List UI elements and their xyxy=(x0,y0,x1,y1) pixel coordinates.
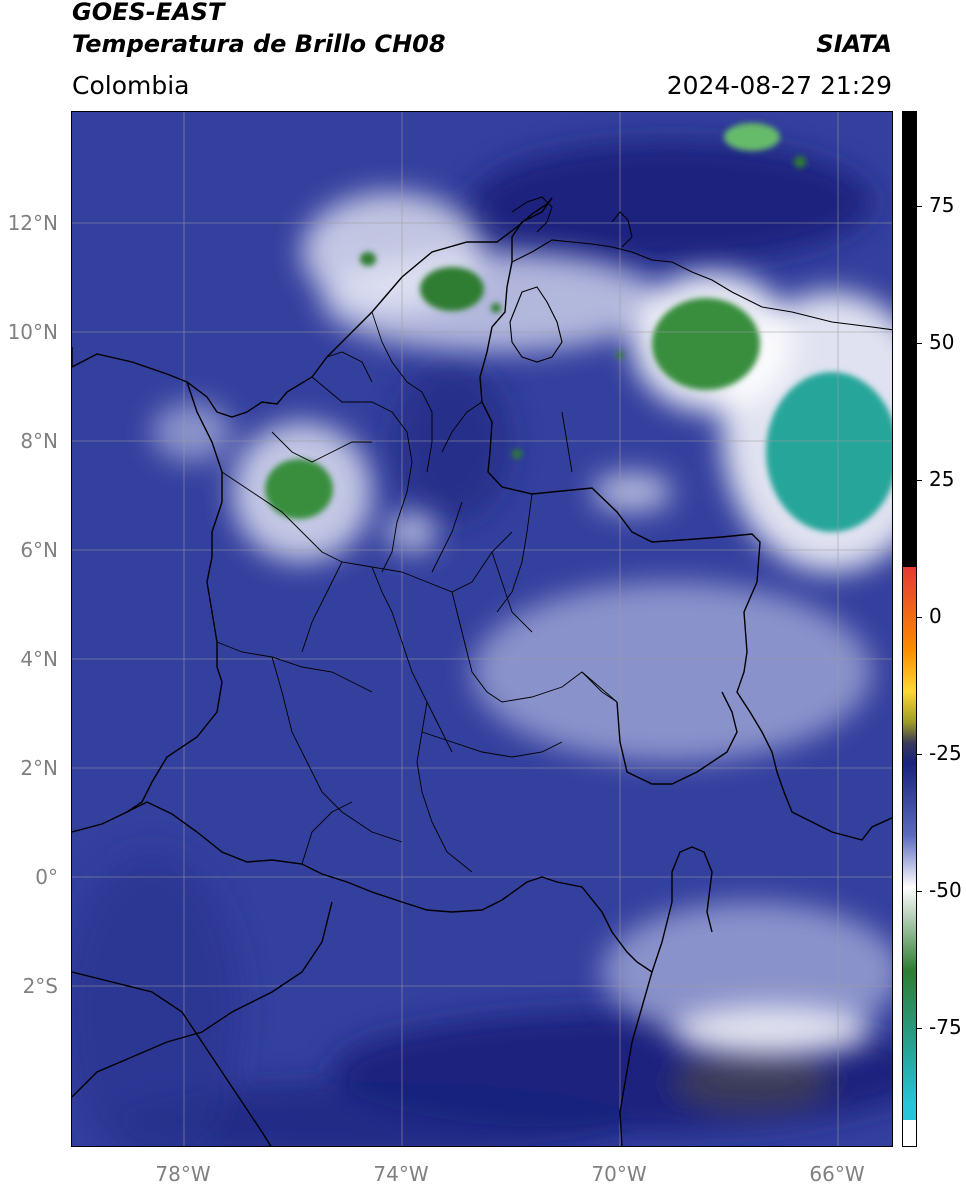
map-product-title: Temperatura de Brillo CH08 xyxy=(72,30,446,58)
lat-label-6n: 6°N xyxy=(20,538,58,562)
venezuela-coast xyxy=(511,239,892,331)
lake-maracaibo xyxy=(509,286,563,363)
lon-label-66w: 66°W xyxy=(809,1162,865,1186)
convective-cores xyxy=(265,123,892,532)
agency-label: SIATA xyxy=(816,30,892,58)
colorbar-label-75: 75 xyxy=(929,193,955,217)
colorbar-label-minus25: -25 xyxy=(929,741,962,765)
lat-label-2s: 2°S xyxy=(22,974,58,998)
colorbar-label-50: 50 xyxy=(929,330,955,354)
colorbar-label-25: 25 xyxy=(929,467,955,491)
lat-label-2n: 2°N xyxy=(20,756,58,780)
temperature-colorbar xyxy=(902,111,917,1147)
lat-label-12n: 12°N xyxy=(7,211,58,235)
graticule xyxy=(72,112,892,1146)
lon-label-70w: 70°W xyxy=(591,1162,647,1186)
colorbar-label-minus75: -75 xyxy=(929,1015,962,1039)
colorbar-label-minus50: -50 xyxy=(929,878,962,902)
lat-label-4n: 4°N xyxy=(20,647,58,671)
lon-label-78w: 78°W xyxy=(155,1162,211,1186)
colorbar-label-0: 0 xyxy=(929,604,942,628)
lon-label-74w: 74°W xyxy=(373,1162,429,1186)
country-borders xyxy=(72,197,892,1146)
lat-label-8n: 8°N xyxy=(20,429,58,453)
department-borders xyxy=(216,311,618,873)
cloud-regions xyxy=(152,192,892,1057)
timestamp: 2024-08-27 21:29 xyxy=(666,71,892,100)
lat-label-0: 0° xyxy=(35,865,58,889)
map-title: GOES-EAST xyxy=(72,0,225,26)
region-subtitle: Colombia xyxy=(72,71,190,100)
lat-label-10n: 10°N xyxy=(7,320,58,344)
satellite-map xyxy=(71,111,893,1147)
